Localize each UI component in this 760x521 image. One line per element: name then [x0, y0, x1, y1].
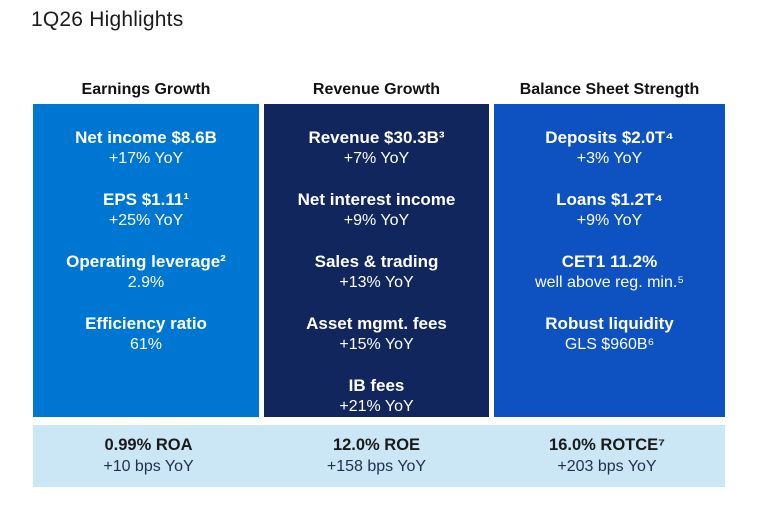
metric-label: 0.99% ROA	[104, 436, 193, 454]
metric-net-income: Net income $8.6B +17% YoY	[33, 127, 259, 169]
metric-roa: 0.99% ROA +10 bps YoY	[33, 435, 264, 477]
metric-loans: Loans $1.2T⁴ +9% YoY	[494, 189, 725, 231]
metric-robust-liquidity: Robust liquidity GLS $960B⁶	[494, 313, 725, 355]
metric-value: +9% YoY	[576, 212, 643, 229]
metric-value: +13% YoY	[339, 274, 414, 291]
metric-label: CET1 11.2%	[561, 252, 658, 271]
metric-label: 16.0% ROTCE⁷	[549, 436, 665, 454]
column-header-earnings-growth: Earnings Growth	[81, 81, 211, 98]
metric-label: IB fees	[348, 376, 405, 395]
metric-value: +15% YoY	[339, 336, 414, 353]
metric-value: +10 bps YoY	[103, 458, 194, 475]
metric-value: +3% YoY	[576, 150, 643, 167]
metric-label: Net income $8.6B	[75, 128, 217, 147]
metric-label: 12.0% ROE	[332, 436, 421, 454]
metric-label: Asset mgmt. fees	[306, 314, 447, 333]
metric-cet1: CET1 11.2% well above reg. min.⁵	[494, 251, 725, 293]
metric-revenue: Revenue $30.3B³ +7% YoY	[264, 127, 489, 169]
metric-value: +158 bps YoY	[326, 458, 427, 475]
metric-value: +25% YoY	[108, 212, 184, 229]
metric-value: 2.9%	[127, 274, 165, 291]
revenue-growth-panel: Revenue $30.3B³ +7% YoY Net interest inc…	[264, 104, 489, 417]
earnings-growth-panel: Net income $8.6B +17% YoY EPS $1.11¹ +25…	[33, 104, 259, 417]
metric-deposits: Deposits $2.0T⁴ +3% YoY	[494, 127, 725, 169]
metric-label: Loans $1.2T⁴	[556, 190, 663, 209]
metric-label: Robust liquidity	[545, 314, 674, 333]
metric-roe: 12.0% ROE +158 bps YoY	[264, 435, 489, 477]
metric-value: +17% YoY	[108, 150, 184, 167]
returns-summary-bar: 0.99% ROA +10 bps YoY 12.0% ROE +158 bps…	[33, 425, 725, 487]
metric-label: Deposits $2.0T⁴	[545, 128, 674, 147]
metric-efficiency-ratio: Efficiency ratio 61%	[33, 313, 259, 355]
metric-rotce: 16.0% ROTCE⁷ +203 bps YoY	[489, 435, 725, 477]
metric-label: Sales & trading	[314, 252, 439, 271]
metric-operating-leverage: Operating leverage² 2.9%	[33, 251, 259, 293]
metric-value: GLS $960B⁶	[564, 336, 655, 353]
metric-eps: EPS $1.11¹ +25% YoY	[33, 189, 259, 231]
metric-net-interest-income: Net interest income +9% YoY	[264, 189, 489, 231]
column-header-balance-sheet-strength: Balance Sheet Strength	[519, 81, 700, 98]
metric-label: Operating leverage²	[66, 252, 226, 271]
metric-label: Efficiency ratio	[85, 314, 207, 333]
metric-value: 61%	[129, 336, 163, 353]
metric-asset-mgmt-fees: Asset mgmt. fees +15% YoY	[264, 313, 489, 355]
metric-label: Net interest income	[297, 190, 456, 209]
metric-label: Revenue $30.3B³	[308, 128, 445, 147]
column-header-revenue-growth: Revenue Growth	[312, 81, 441, 98]
metric-value: well above reg. min.⁵	[535, 274, 684, 291]
metric-value: +203 bps YoY	[557, 458, 657, 475]
metric-label: EPS $1.11¹	[102, 190, 189, 209]
metric-value: +9% YoY	[343, 212, 410, 229]
metric-value: +21% YoY	[339, 398, 414, 415]
page-title: 1Q26 Highlights	[31, 8, 184, 31]
balance-sheet-strength-panel: Deposits $2.0T⁴ +3% YoY Loans $1.2T⁴ +9%…	[494, 104, 725, 417]
metric-ib-fees: IB fees +21% YoY	[264, 375, 489, 417]
metric-value: +7% YoY	[343, 150, 410, 167]
metric-sales-trading: Sales & trading +13% YoY	[264, 251, 489, 293]
